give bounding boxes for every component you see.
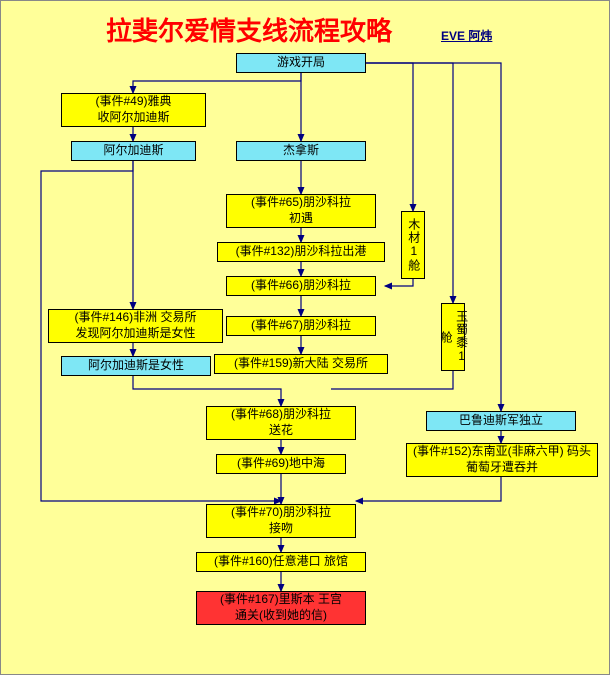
node-n70-line0: (事件#70)朋沙科拉 [231, 505, 331, 521]
page-title: 拉斐尔爱情支线流程攻略 [106, 11, 392, 48]
author-credit: EVE 阿炜 [441, 27, 492, 44]
node-jns: 杰拿斯 [236, 141, 366, 161]
node-n160: (事件#160)任意港口 旅馆 [196, 552, 366, 572]
node-n65: (事件#65)朋沙科拉初遇 [226, 194, 376, 228]
node-n69: (事件#69)地中海 [216, 454, 346, 474]
node-n49-line0: (事件#49)雅典 [95, 94, 171, 110]
node-n67: (事件#67)朋沙科拉 [226, 316, 376, 336]
node-n70-line1: 接吻 [231, 521, 331, 537]
node-aer: 阿尔加迪斯 [71, 141, 196, 161]
node-n49: (事件#49)雅典收阿尔加迪斯 [61, 93, 206, 127]
node-n167: (事件#167)里斯本 王宫通关(收到她的信) [196, 591, 366, 625]
connector-11 [133, 376, 281, 406]
node-n65-line1: 初遇 [251, 211, 351, 227]
node-n167-line1: 通关(收到她的信) [220, 608, 342, 624]
node-aerF: 阿尔加迪斯是女性 [61, 356, 211, 376]
node-n49-line1: 收阿尔加迪斯 [95, 110, 171, 126]
node-n152-line0: (事件#152)东南亚(非麻六甲) 码头 [413, 444, 591, 460]
connector-1 [133, 73, 301, 93]
node-wood: 木材1舱 [401, 211, 425, 279]
node-n68-line1: 送花 [231, 423, 331, 439]
connector-16 [366, 63, 413, 211]
node-start: 游戏开局 [236, 53, 366, 73]
node-n146-line0: (事件#146)非洲 交易所 [74, 310, 196, 326]
node-n152-line1: 葡萄牙遭吞并 [413, 460, 591, 476]
node-n70: (事件#70)朋沙科拉接吻 [206, 504, 356, 538]
node-balu: 巴鲁迪斯军独立 [426, 411, 576, 431]
connector-22 [356, 477, 501, 501]
node-n68: (事件#68)朋沙科拉送花 [206, 406, 356, 440]
node-n167-line0: (事件#167)里斯本 王宫 [220, 592, 342, 608]
node-n132: (事件#132)朋沙科拉出港 [217, 242, 385, 262]
node-n159: (事件#159)新大陆 交易所 [214, 354, 388, 374]
node-n65-line0: (事件#65)朋沙科拉 [251, 195, 351, 211]
node-n152: (事件#152)东南亚(非麻六甲) 码头葡萄牙遭吞并 [406, 443, 598, 477]
node-n146-line1: 发现阿尔加迪斯是女性 [74, 326, 196, 342]
node-n68-line0: (事件#68)朋沙科拉 [231, 407, 331, 423]
node-n66: (事件#66)朋沙科拉 [226, 276, 376, 296]
flowchart-canvas: 拉斐尔爱情支线流程攻略 EVE 阿炜游戏开局 (事件#49)雅典收阿尔加迪斯阿尔加迪… [0, 0, 610, 675]
node-n146: (事件#146)非洲 交易所发现阿尔加迪斯是女性 [48, 309, 223, 343]
node-jade: 玉蜀黍1舱 [441, 303, 465, 371]
connector-19 [385, 279, 413, 286]
